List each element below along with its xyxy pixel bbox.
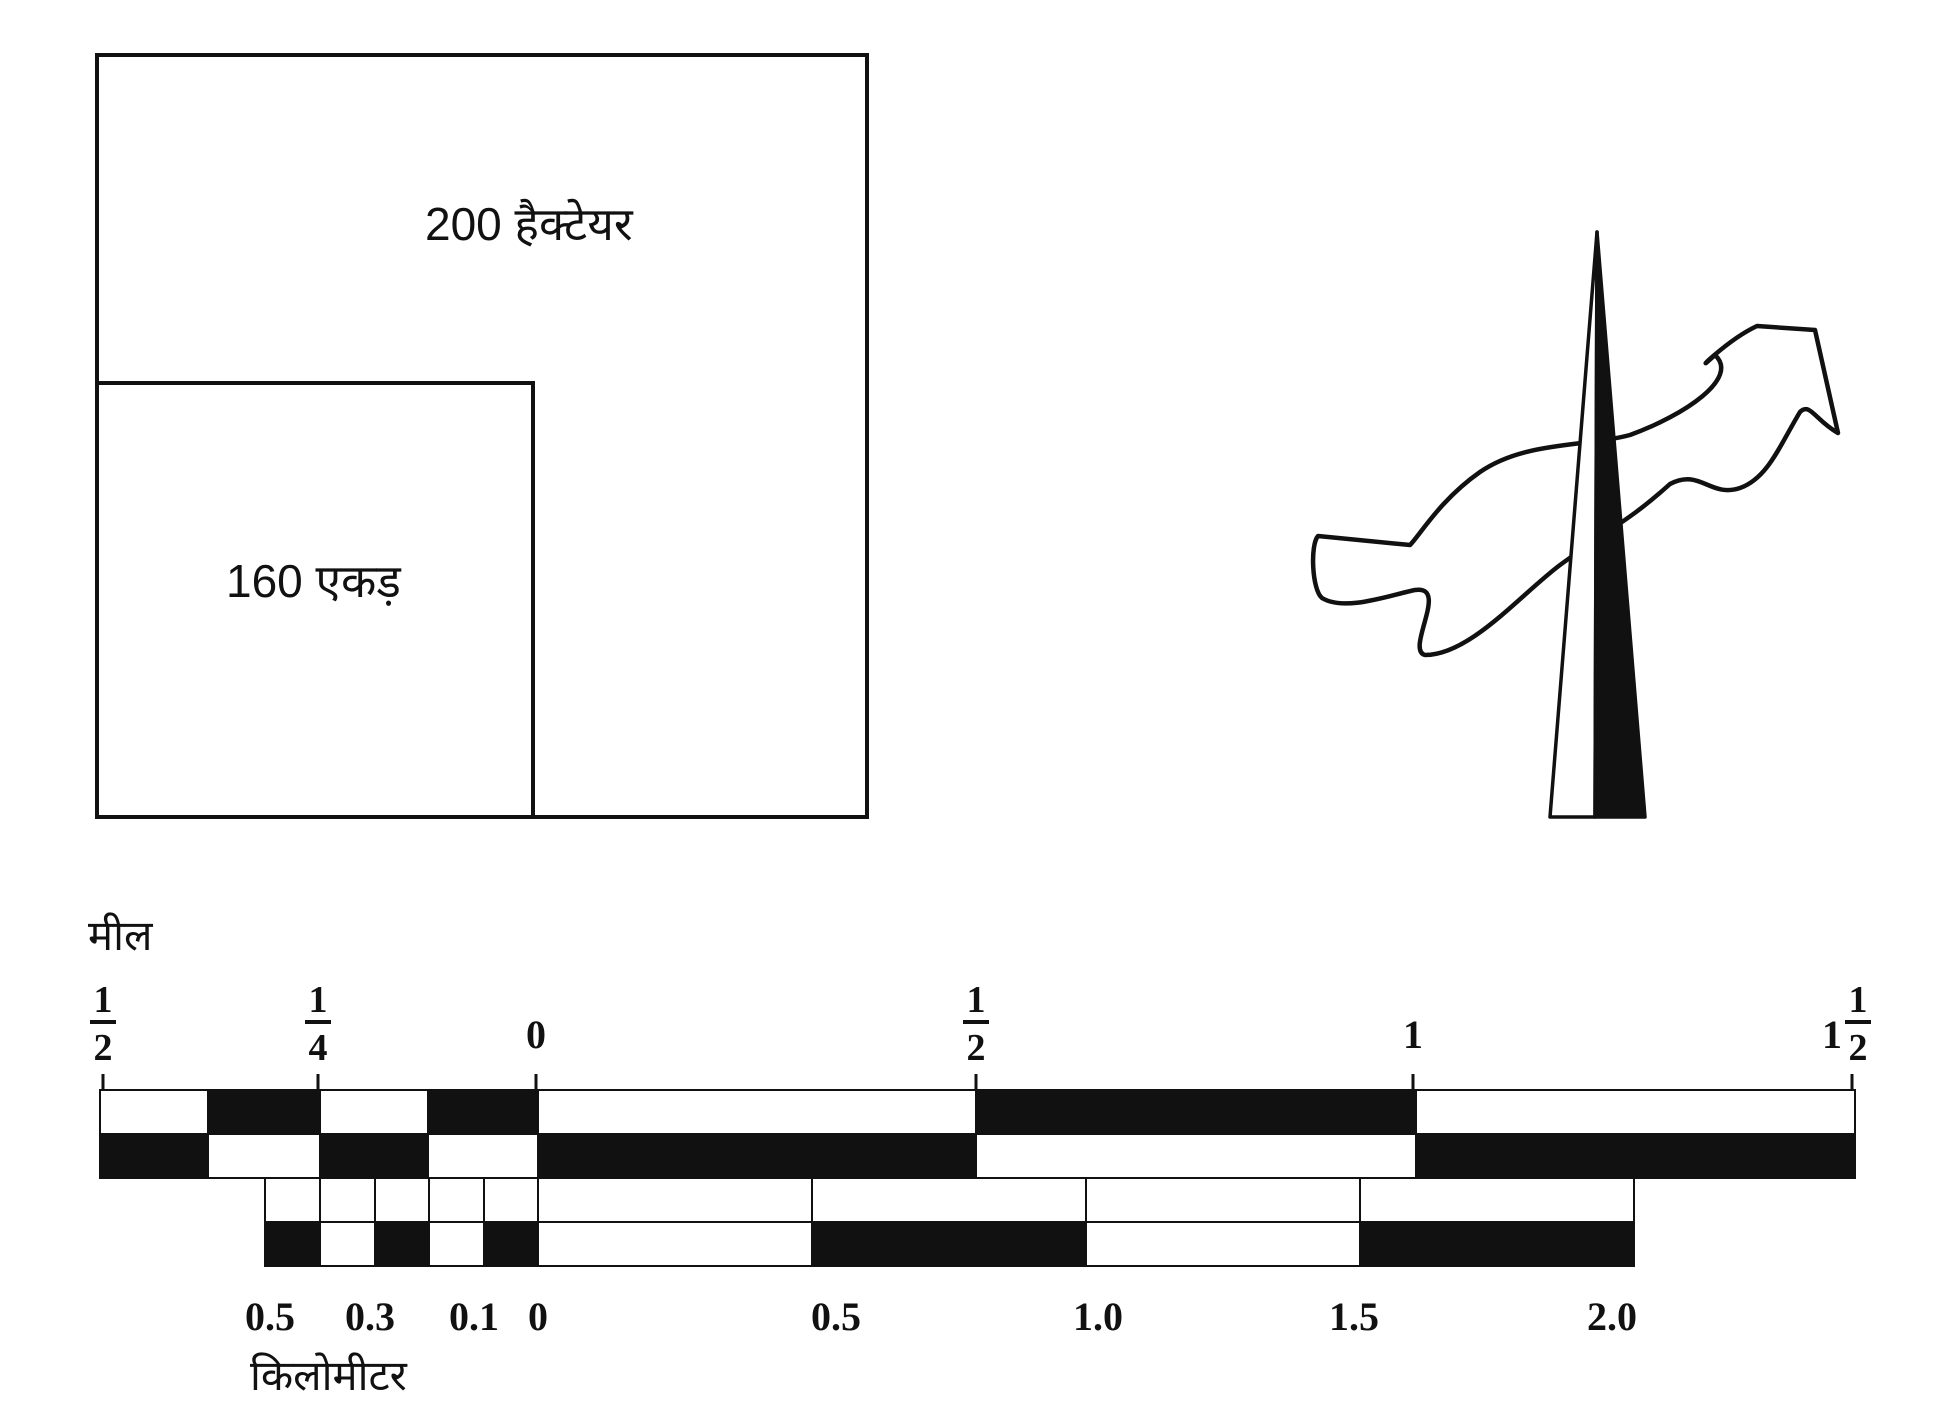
kilometre-segment-bottom [374,1221,430,1267]
miles-segment-top [99,1089,209,1135]
kilometre-segment-bottom [811,1221,1087,1267]
kilometre-segment-top [319,1177,376,1223]
kilometre-title: किलोमीटर [250,1352,408,1399]
kilometre-tick-label: 2.0 [1587,1294,1637,1339]
miles-tick-label: 112 [1822,979,1871,1090]
acre-square [97,381,535,817]
area-comparison: 200 हैक्टेयर 160 एकड़ [95,53,869,819]
kilometre-segment-top [374,1177,430,1223]
kilometre-tick-label: 0.3 [345,1294,395,1339]
miles-tick-numerator: 1 [1849,979,1868,1021]
acre-label: 160 एकड़ [226,555,402,607]
miles-tick-denominator: 4 [309,1027,328,1069]
kilometre-segment-bottom [319,1221,376,1267]
north-arrow-icon [1548,230,1647,819]
miles-tick-whole: 0 [526,1012,546,1057]
miles-tick-label: 12 [90,979,116,1090]
miles-scale-bar [99,1089,1856,1179]
miles-tick-label: 0 [526,1012,546,1090]
miles-segment-top [537,1089,977,1135]
kilometre-segment-bottom [264,1221,321,1267]
miles-segment-bottom [1415,1133,1856,1179]
miles-segment-bottom [975,1133,1417,1179]
miles-tick-denominator: 2 [94,1027,113,1069]
miles-segment-top [207,1089,321,1135]
kilometre-segment-top [1359,1177,1635,1223]
miles-tick-numerator: 1 [94,979,113,1021]
kilometre-segment-top [483,1177,539,1223]
kilometre-segment-top [264,1177,321,1223]
miles-tick-numerator: 1 [967,979,986,1021]
kilometre-segment-top [537,1177,813,1223]
miles-segment-bottom [207,1133,321,1179]
miles-tick-whole: 1 [1403,1012,1423,1057]
kilometre-tick-label: 0 [528,1294,548,1339]
kilometre-segment-top [811,1177,1087,1223]
miles-title: मील [88,912,154,959]
kilometre-tick-label: 0.5 [245,1294,295,1339]
miles-segment-top [1415,1089,1856,1135]
kilometre-segment-bottom [483,1221,539,1267]
miles-segment-bottom [99,1133,209,1179]
north-arrow-left-half [1548,230,1599,819]
miles-tick-label: 14 [305,979,331,1090]
miles-tick-denominator: 2 [1849,1027,1868,1069]
kilometre-scale-bar [264,1177,1635,1267]
miles-tick-whole: 1 [1822,1012,1842,1057]
kilometre-tick-label: 0.5 [811,1294,861,1339]
miles-segment-bottom [537,1133,977,1179]
kilometre-segment-bottom [1359,1221,1635,1267]
kilometre-tick-label: 1.5 [1329,1294,1379,1339]
miles-segment-top [319,1089,429,1135]
kilometre-segment-bottom [1085,1221,1361,1267]
kilometre-segment-top [1085,1177,1361,1223]
hectare-square [95,53,869,819]
kilometre-segment-top [428,1177,485,1223]
north-arrow-right-half [1593,230,1647,819]
miles-segment-top [427,1089,539,1135]
miles-segment-top [975,1089,1417,1135]
miles-segment-bottom [427,1133,539,1179]
kilometre-segment-bottom [537,1221,813,1267]
miles-tick-label: 1 [1403,1012,1423,1090]
miles-tick-numerator: 1 [309,979,328,1021]
miles-tick-denominator: 2 [967,1027,986,1069]
miles-segment-bottom [319,1133,429,1179]
kilometre-tick-label: 0.1 [449,1294,499,1339]
river-outline-icon [1310,323,1841,658]
kilometre-tick-label: 1.0 [1073,1294,1123,1339]
kilometre-segment-bottom [428,1221,485,1267]
kilometre-tick-labels: 0.5 0.3 0.1 0 0.5 1.0 1.5 2.0 [245,1294,1637,1339]
miles-tick-label: 12 [963,979,989,1090]
hectare-label: 200 हैक्टेयर [425,198,634,250]
